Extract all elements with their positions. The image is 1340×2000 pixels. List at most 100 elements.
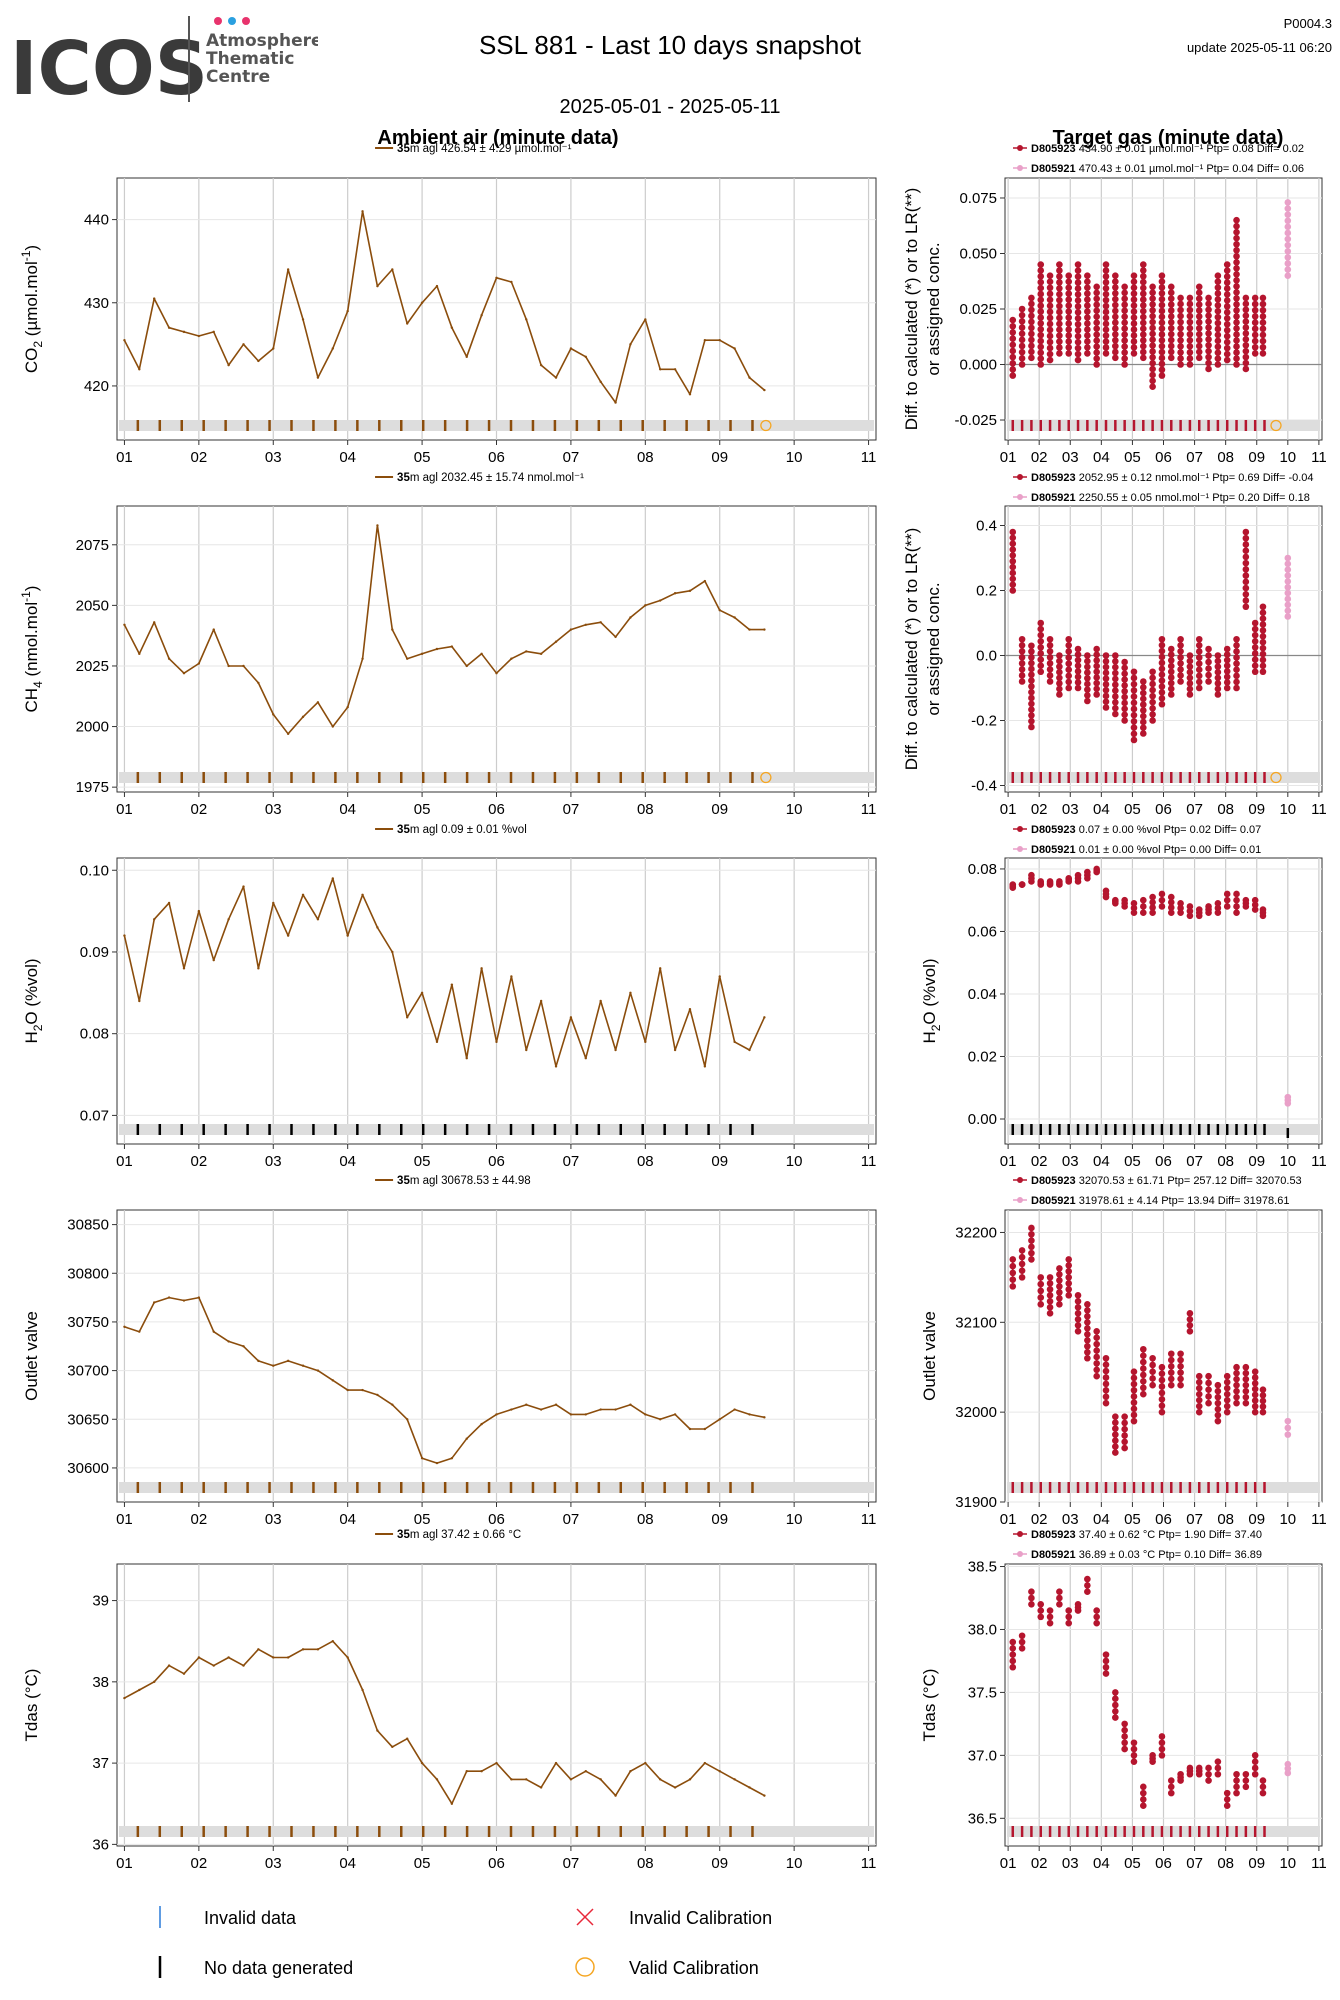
data-point [1177,336,1184,344]
data-point [1205,1379,1212,1387]
data-point [1018,678,1026,685]
x-tick-label: 09 [1248,449,1265,466]
data-point [1102,1374,1110,1381]
data-point [420,1761,424,1765]
data-point [391,1403,394,1406]
data-point [1074,1607,1082,1614]
data-point [1093,691,1100,698]
data-point [1177,294,1184,302]
data-point [1284,229,1292,237]
data-point [1158,700,1166,708]
data-point [1242,1399,1250,1407]
data-point [1149,904,1156,911]
data-point [1149,692,1156,700]
data-point [1149,1354,1156,1362]
data-point [1130,1745,1138,1753]
series-line [123,210,765,404]
data-point [153,297,156,300]
y-tick-label: 2075 [76,537,109,554]
data-point [1214,909,1222,916]
data-point [1233,635,1240,643]
data-point [1046,272,1054,279]
data-point [1158,319,1166,327]
data-point [1112,336,1119,344]
data-point [1158,372,1166,379]
data-point [450,983,454,986]
data-point [1121,687,1128,695]
data-point [1009,347,1017,355]
data-point [1186,674,1194,682]
data-point [1112,1431,1119,1438]
data-point [1028,694,1035,702]
x-tick-label: 04 [1093,801,1110,818]
data-point [361,1688,364,1692]
data-point [1167,691,1175,698]
data-point [1121,699,1128,707]
data-point [1037,343,1045,351]
data-point [1018,324,1026,331]
data-point [1130,1739,1138,1747]
data-point [138,368,141,371]
y-tick-label: 440 [84,212,109,229]
data-point [1186,343,1194,350]
data-point [1084,663,1091,671]
data-point [257,681,260,685]
x-tick-label: 05 [414,449,431,466]
data-point [1028,342,1035,350]
data-point [1251,319,1259,326]
data-point [1121,903,1128,910]
data-point [1074,1304,1082,1311]
data-point [1056,332,1063,339]
data-point [1205,324,1212,331]
data-point [1233,660,1240,667]
data-point [1065,666,1073,674]
data-point [1158,647,1166,655]
y-axis-label: Outlet valve [920,1311,939,1401]
data-point [1009,563,1017,571]
data-point [1223,667,1231,675]
data-point [1233,666,1240,674]
data-point [1121,1425,1128,1433]
x-tick-label: 02 [1031,449,1048,466]
x-tick-label: 07 [1186,1855,1203,1872]
x-tick-label: 09 [711,801,728,818]
y-axis-label: H2O (%vol) [22,958,45,1043]
data-point [1259,343,1267,351]
data-point [1130,909,1138,916]
y-tick-label: -0.2 [971,713,997,730]
data-point [1056,1301,1063,1308]
data-point [1037,1301,1045,1308]
data-point [1018,1260,1026,1268]
data-point [1130,1374,1138,1382]
data-point [1074,267,1082,274]
data-point [1046,326,1054,334]
data-point [1121,289,1128,297]
data-point [1284,217,1292,225]
data-point [1102,320,1110,328]
data-point [1028,294,1035,302]
data-point [1093,668,1100,676]
data-point [1028,688,1035,696]
data-point [450,1457,454,1460]
data-point [1046,666,1054,673]
data-point [1046,290,1054,298]
legend-bold: 35 [397,1175,410,1187]
data-point [1223,645,1231,653]
data-point [1074,261,1082,268]
data-point [1158,1745,1166,1753]
data-point [1214,663,1222,670]
data-point [138,999,141,1003]
data-point [1018,318,1026,325]
data-point [1284,566,1292,573]
data-point [1205,341,1212,349]
data-point [1186,680,1194,687]
data-point [1139,307,1147,315]
data-point [1177,355,1184,362]
data-point [1242,603,1250,611]
data-point [1084,1354,1091,1362]
data-point [1074,1298,1082,1305]
data-point [1167,336,1175,344]
data-point [1093,355,1100,362]
x-tick-label: 09 [1248,801,1265,818]
data-point [1284,205,1292,212]
